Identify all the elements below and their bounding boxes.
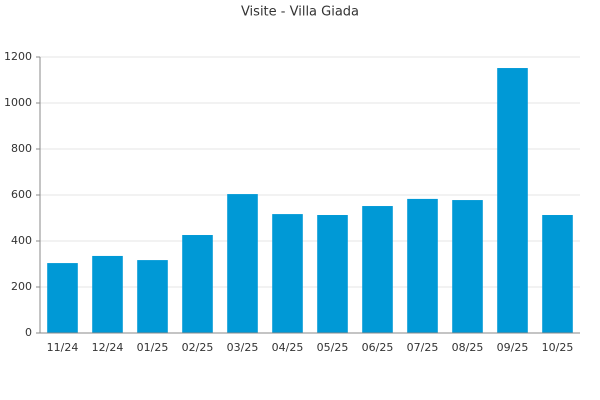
- bar: [452, 200, 483, 333]
- bar: [407, 198, 438, 333]
- bar: [497, 68, 528, 333]
- x-tick-label: 09/25: [497, 341, 529, 354]
- bar: [227, 194, 258, 333]
- x-tick-label: 12/24: [92, 341, 124, 354]
- y-tick-label: 400: [11, 234, 32, 247]
- x-tick-label: 11/24: [47, 341, 79, 354]
- y-tick-label: 800: [11, 142, 32, 155]
- bar: [47, 263, 78, 333]
- y-tick-label: 1200: [4, 50, 32, 63]
- x-tick-label: 02/25: [182, 341, 214, 354]
- chart-title: Visite - Villa Giada: [241, 5, 359, 20]
- y-tick-label: 200: [11, 280, 32, 293]
- y-tick-label: 600: [11, 188, 32, 201]
- y-tick-label: 1000: [4, 96, 32, 109]
- bar: [272, 214, 303, 333]
- bar: [542, 215, 573, 333]
- bar: [137, 260, 168, 333]
- x-tick-label: 08/25: [452, 341, 484, 354]
- x-tick-label: 03/25: [227, 341, 259, 354]
- x-tick-label: 05/25: [317, 341, 349, 354]
- x-tick-label: 04/25: [272, 341, 304, 354]
- bar: [92, 255, 123, 333]
- x-tick-label: 01/25: [137, 341, 169, 354]
- y-tick-label: 0: [25, 326, 32, 339]
- bar: [317, 215, 348, 333]
- x-tick-label: 10/25: [542, 341, 574, 354]
- bar: [182, 235, 213, 333]
- bar: [362, 206, 393, 333]
- x-tick-label: 06/25: [362, 341, 394, 354]
- x-tick-label: 07/25: [407, 341, 439, 354]
